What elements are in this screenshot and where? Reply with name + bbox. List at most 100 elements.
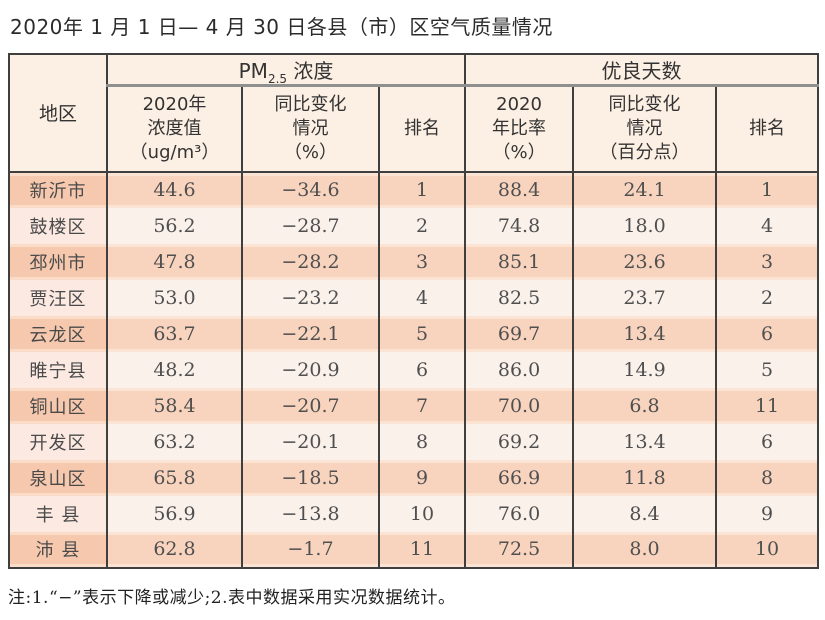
region-cell: 泉山区 xyxy=(8,459,108,496)
pm-change-cell: −1.7 xyxy=(241,531,380,568)
region-cell: 丰 县 xyxy=(8,495,108,532)
days-change-cell: 23.6 xyxy=(572,243,718,280)
pm-change-cell: −20.7 xyxy=(241,387,380,424)
table-row: 丰 县 56.9 −13.8 10 76.0 8.4 9 xyxy=(8,495,820,532)
days-rank-cell: 9 xyxy=(715,495,820,532)
days-ratio-cell: 72.5 xyxy=(464,531,575,568)
pm-value-cell: 56.9 xyxy=(106,495,243,532)
days-ratio-cell: 82.5 xyxy=(464,279,575,316)
pm-value-cell: 62.8 xyxy=(106,531,243,568)
days-change-cell: 8.0 xyxy=(572,531,718,568)
pm-value-cell: 53.0 xyxy=(106,279,243,316)
pm25-subscript: 2.5 xyxy=(267,72,288,86)
table-body: 新沂市 44.6 −34.6 1 88.4 24.1 1 鼓楼区 56.2 −2… xyxy=(8,171,820,568)
pm25-group-header: PM2.5 浓度 xyxy=(105,54,467,87)
footnote: 注:1.“−”表示下降或减少;2.表中数据采用实况数据统计。 xyxy=(8,587,456,608)
pm-value-header: 2020年 浓度值 （ug/m³） xyxy=(106,85,243,173)
region-cell: 云龙区 xyxy=(8,315,108,352)
pm-rank-cell: 3 xyxy=(377,243,467,280)
table-header: 地区 PM2.5 浓度 优良天数 2020年 浓度值 （ug/m³） 同比变化 … xyxy=(8,54,820,173)
group-header-row: 地区 PM2.5 浓度 优良天数 xyxy=(8,54,820,173)
pm-value-cell: 47.8 xyxy=(106,243,243,280)
pm-rank-cell: 1 xyxy=(377,171,467,208)
air-quality-table: 地区 PM2.5 浓度 优良天数 2020年 浓度值 （ug/m³） 同比变化 … xyxy=(8,53,820,569)
days-rank-cell: 1 xyxy=(715,171,820,208)
days-change-cell: 11.8 xyxy=(572,459,718,496)
pm-rank-cell: 8 xyxy=(377,423,467,460)
table-row: 开发区 63.2 −20.1 8 69.2 13.4 6 xyxy=(8,423,820,460)
region-cell: 邳州市 xyxy=(8,243,108,280)
days-ratio-cell: 69.7 xyxy=(464,315,575,352)
days-change-cell: 23.7 xyxy=(572,279,718,316)
region-cell: 开发区 xyxy=(8,423,108,460)
region-column-header: 地区 xyxy=(8,54,108,173)
region-cell: 沛 县 xyxy=(8,531,108,568)
days-rank-cell: 2 xyxy=(715,279,820,316)
pm-rank-cell: 4 xyxy=(377,279,467,316)
days-change-cell: 14.9 xyxy=(572,351,718,388)
days-rank-header: 排名 xyxy=(715,85,820,173)
pm-change-header: 同比变化 情况 （%） xyxy=(241,85,380,173)
pm-rank-cell: 2 xyxy=(377,207,467,244)
pm-value-cell: 44.6 xyxy=(106,171,243,208)
table-row: 铜山区 58.4 −20.7 7 70.0 6.8 11 xyxy=(8,387,820,424)
pm-value-cell: 48.2 xyxy=(106,351,243,388)
pm-change-cell: −22.1 xyxy=(241,315,380,352)
days-rank-cell: 4 xyxy=(715,207,820,244)
region-cell: 新沂市 xyxy=(8,171,108,208)
table-row: 睢宁县 48.2 −20.9 6 86.0 14.9 5 xyxy=(8,351,820,388)
table-row: 云龙区 63.7 −22.1 5 69.7 13.4 6 xyxy=(8,315,820,352)
table-row: 邳州市 47.8 −28.2 3 85.1 23.6 3 xyxy=(8,243,820,280)
pm25-label-suffix: 浓度 xyxy=(287,59,334,83)
pm-change-cell: −34.6 xyxy=(241,171,380,208)
table-row: 泉山区 65.8 −18.5 9 66.9 11.8 8 xyxy=(8,459,820,496)
pm-rank-cell: 9 xyxy=(377,459,467,496)
days-ratio-cell: 69.2 xyxy=(464,423,575,460)
pm25-label-prefix: PM xyxy=(238,59,268,83)
days-change-header: 同比变化 情况 （百分点） xyxy=(572,85,718,173)
pm-change-cell: −13.8 xyxy=(241,495,380,532)
days-ratio-header: 2020 年比率 （%） xyxy=(464,85,575,173)
days-change-cell: 6.8 xyxy=(572,387,718,424)
days-rank-cell: 10 xyxy=(715,531,820,568)
days-rank-cell: 5 xyxy=(715,351,820,388)
pm-change-cell: −28.7 xyxy=(241,207,380,244)
region-cell: 贾汪区 xyxy=(8,279,108,316)
pm-value-cell: 58.4 xyxy=(106,387,243,424)
pm-change-cell: −23.2 xyxy=(241,279,380,316)
days-ratio-cell: 76.0 xyxy=(464,495,575,532)
pm-rank-cell: 6 xyxy=(377,351,467,388)
pm-value-cell: 56.2 xyxy=(106,207,243,244)
days-ratio-cell: 70.0 xyxy=(464,387,575,424)
pm-rank-cell: 11 xyxy=(377,531,467,568)
region-cell: 睢宁县 xyxy=(8,351,108,388)
days-rank-cell: 6 xyxy=(715,423,820,460)
days-ratio-cell: 66.9 xyxy=(464,459,575,496)
region-cell: 铜山区 xyxy=(8,387,108,424)
pm-change-cell: −20.1 xyxy=(241,423,380,460)
days-rank-cell: 11 xyxy=(715,387,820,424)
table-row: 贾汪区 53.0 −23.2 4 82.5 23.7 2 xyxy=(8,279,820,316)
region-cell: 鼓楼区 xyxy=(8,207,108,244)
pm-change-cell: −28.2 xyxy=(241,243,380,280)
pm-value-cell: 63.2 xyxy=(106,423,243,460)
days-rank-cell: 3 xyxy=(715,243,820,280)
days-change-cell: 8.4 xyxy=(572,495,718,532)
table-row: 沛 县 62.8 −1.7 11 72.5 8.0 10 xyxy=(8,531,820,568)
days-change-cell: 13.4 xyxy=(572,423,718,460)
pm-value-cell: 65.8 xyxy=(106,459,243,496)
days-ratio-cell: 86.0 xyxy=(464,351,575,388)
pm-value-cell: 63.7 xyxy=(106,315,243,352)
days-rank-cell: 6 xyxy=(715,315,820,352)
sub-header-row: 2020年 浓度值 （ug/m³） 同比变化 情况 （%） 排名 2020 年比… xyxy=(9,85,820,173)
days-change-cell: 18.0 xyxy=(572,207,718,244)
days-ratio-cell: 88.4 xyxy=(464,171,575,208)
good-days-group-header: 优良天数 xyxy=(464,54,820,87)
pm-rank-cell: 7 xyxy=(377,387,467,424)
days-ratio-cell: 74.8 xyxy=(464,207,575,244)
days-rank-cell: 8 xyxy=(715,459,820,496)
pm-change-cell: −18.5 xyxy=(241,459,380,496)
page-title: 2020年 1 月 1 日— 4 月 30 日各县（市）区空气质量情况 xyxy=(10,15,553,39)
pm-change-cell: −20.9 xyxy=(241,351,380,388)
